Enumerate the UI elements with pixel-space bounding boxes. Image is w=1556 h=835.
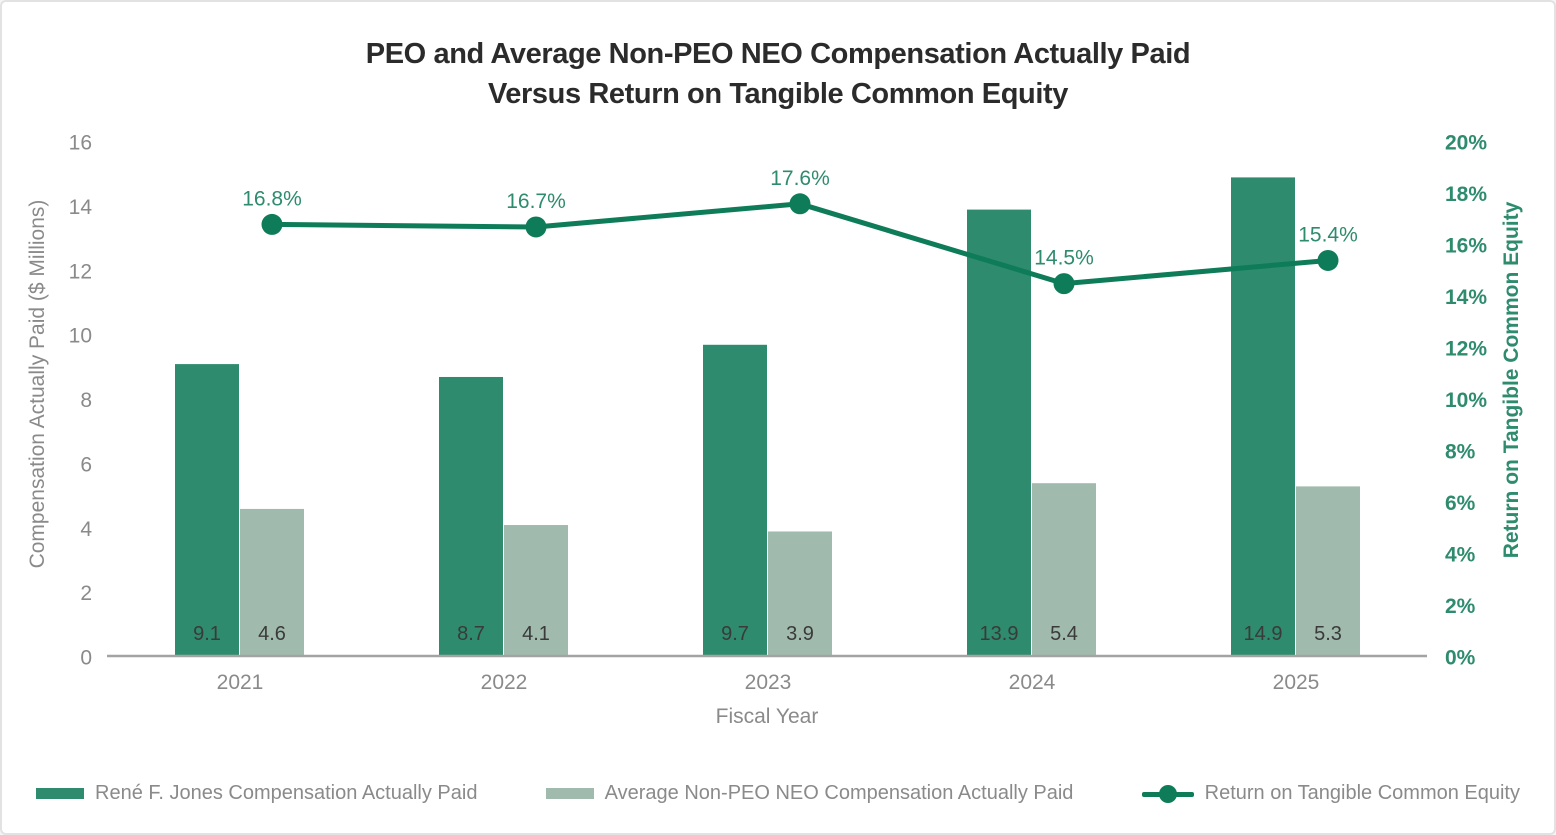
bar-value-label: 5.3 <box>1314 623 1342 645</box>
legend-item-peo: René F. Jones Compensation Actually Paid <box>36 782 477 805</box>
x-axis-tick: 2024 <box>1009 671 1056 694</box>
rotce-value-label: 14.5% <box>1034 247 1094 270</box>
x-axis-tick: 2021 <box>217 671 264 694</box>
neo-bar <box>1032 483 1096 657</box>
neo-bar <box>1296 486 1360 657</box>
right-axis-tick: 0% <box>1445 647 1476 670</box>
x-axis-title: Fiscal Year <box>716 705 819 728</box>
peo-bar-swatch-icon <box>36 788 84 799</box>
chart-title-line2: Versus Return on Tangible Common Equity <box>487 78 1069 110</box>
left-axis-title: Compensation Actually Paid ($ Millions) <box>26 200 49 569</box>
right-axis-tick: 2% <box>1445 595 1476 618</box>
left-axis-tick: 10 <box>69 325 92 348</box>
right-axis-tick: 16% <box>1445 235 1487 258</box>
right-axis-title: Return on Tangible Common Equity <box>1500 201 1523 558</box>
legend-label-neo: Average Non-PEO NEO Compensation Actuall… <box>604 782 1074 804</box>
right-axis-tick: 12% <box>1445 338 1487 361</box>
left-axis-tick: 0 <box>80 647 92 670</box>
left-axis-tick: 4 <box>80 518 92 541</box>
legend-label-peo: René F. Jones Compensation Actually Paid <box>95 782 478 804</box>
x-axis-tick: 2025 <box>1273 671 1320 694</box>
peo-bar <box>1231 177 1295 657</box>
bar-value-label: 5.4 <box>1050 623 1078 645</box>
rotce-marker <box>789 193 811 215</box>
rotce-marker <box>525 216 547 238</box>
bar-value-label: 13.9 <box>980 623 1019 645</box>
bar-value-label: 8.7 <box>457 623 485 645</box>
rotce-line <box>269 201 1331 287</box>
right-axis-tick: 18% <box>1445 183 1487 206</box>
legend-item-neo: Average Non-PEO NEO Compensation Actuall… <box>545 782 1074 805</box>
peo-bar <box>703 344 767 657</box>
left-axis-tick: 6 <box>80 453 92 476</box>
right-axis-tick: 10% <box>1445 389 1487 412</box>
peo-bar <box>175 364 239 657</box>
bar-value-label: 3.9 <box>786 623 814 645</box>
bar-value-label: 4.6 <box>258 623 286 645</box>
left-axis-tick: 14 <box>69 196 93 219</box>
rotce-marker <box>261 213 283 235</box>
x-axis-tick: 2023 <box>745 671 792 694</box>
chart-legend: René F. Jones Compensation Actually Paid… <box>2 782 1554 805</box>
rotce-line-swatch-icon <box>1141 784 1194 804</box>
rotce-value-label: 15.4% <box>1298 223 1358 246</box>
neo-bar-swatch-icon <box>545 788 594 799</box>
x-axis-tick: 2022 <box>481 671 528 694</box>
bar-value-label: 4.1 <box>522 623 550 645</box>
bar-value-label: 14.9 <box>1244 623 1283 645</box>
legend-item-rotce: Return on Tangible Common Equity <box>1141 782 1520 805</box>
neo-bar <box>504 525 568 657</box>
right-axis-tick: 8% <box>1445 441 1476 464</box>
chart-title: PEO and Average Non-PEO NEO Compensation… <box>2 34 1554 114</box>
left-axis-tick: 2 <box>80 582 92 605</box>
left-axis-tick: 16 <box>69 132 92 155</box>
neo-bar <box>768 531 832 657</box>
bar-value-label: 9.7 <box>721 623 749 645</box>
neo-bar <box>240 508 304 657</box>
rotce-value-label: 16.8% <box>242 187 302 210</box>
chart-plot-area: 9.1 4.6 8.7 4.1 9.7 3.9 13.9 5.4 14.9 5.3 0 2 4 6 8 10 1… <box>26 132 1523 729</box>
rotce-value-label: 16.7% <box>506 190 566 213</box>
right-axis-tick: 14% <box>1445 286 1487 309</box>
legend-label-rotce: Return on Tangible Common Equity <box>1204 782 1520 804</box>
peo-bar <box>439 376 503 657</box>
right-axis-tick: 4% <box>1445 544 1476 567</box>
peo-bar <box>967 209 1031 657</box>
chart-title-line1: PEO and Average Non-PEO NEO Compensation… <box>365 38 1191 70</box>
right-axis-tick: 6% <box>1445 492 1476 515</box>
bar-value-label: 9.1 <box>193 623 221 645</box>
rotce-value-label: 17.6% <box>770 167 830 190</box>
rotce-marker <box>1317 249 1339 271</box>
left-axis-tick: 12 <box>69 260 92 283</box>
rotce-marker <box>1053 273 1075 295</box>
left-axis-tick: 8 <box>80 389 92 412</box>
right-axis-tick: 20% <box>1445 132 1487 155</box>
